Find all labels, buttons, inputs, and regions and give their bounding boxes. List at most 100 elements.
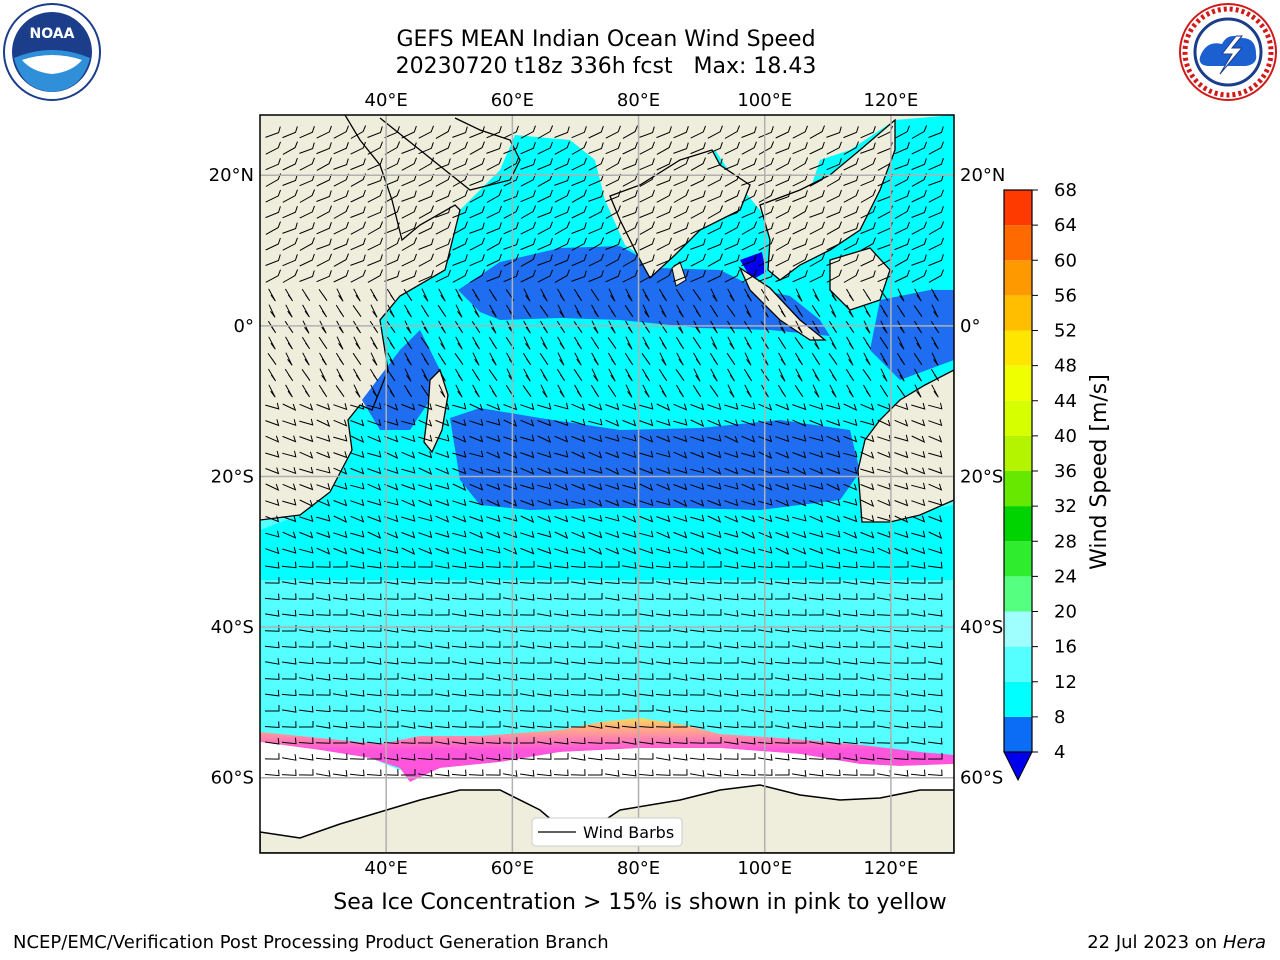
wind-barb xyxy=(860,189,877,203)
wind-barb xyxy=(503,483,518,491)
wind-barb xyxy=(588,547,603,555)
wind-barb xyxy=(639,737,654,745)
wind-barb xyxy=(571,483,586,491)
wind-barb xyxy=(282,189,298,203)
wind-barb xyxy=(604,609,620,616)
wind-barb xyxy=(469,435,484,443)
wind-barb xyxy=(571,673,586,680)
colorbar-tick-label: 32 xyxy=(1054,496,1077,517)
wind-barb xyxy=(537,125,554,139)
wind-barb xyxy=(299,483,314,491)
wind-barb xyxy=(386,336,396,350)
wind-barb xyxy=(911,402,926,410)
wind-barb xyxy=(911,547,926,555)
wind-barb xyxy=(843,450,858,458)
wind-barb xyxy=(778,320,786,334)
wind-barb xyxy=(282,126,298,139)
wind-barb xyxy=(676,352,684,366)
wind-barb xyxy=(744,288,752,302)
wind-barb xyxy=(264,769,280,777)
wind-barb xyxy=(502,689,518,696)
wind-barb xyxy=(418,419,433,427)
wind-barb xyxy=(621,657,637,664)
wind-barb xyxy=(471,288,481,302)
wind-barb xyxy=(299,577,314,585)
wind-barb xyxy=(353,368,361,382)
wind-barb xyxy=(809,190,825,203)
wind-barb xyxy=(267,353,277,365)
wind-barb xyxy=(608,368,616,382)
wind-barb xyxy=(282,531,297,539)
wind-barb xyxy=(622,269,638,283)
wind-barb xyxy=(349,705,365,712)
wind-barb xyxy=(573,336,583,350)
wind-barb xyxy=(333,221,349,235)
wind-barb xyxy=(910,753,926,760)
wind-barb xyxy=(404,304,412,318)
wind-barb xyxy=(828,320,838,334)
wind-barb xyxy=(843,483,858,491)
wind-barb xyxy=(554,206,570,219)
wind-barb xyxy=(690,222,706,235)
wind-barb xyxy=(673,483,688,491)
wind-barb xyxy=(282,498,297,506)
wind-barb xyxy=(554,221,571,235)
wind-barb xyxy=(522,304,532,318)
wind-barb xyxy=(690,419,705,427)
wind-barb xyxy=(438,368,446,382)
wind-barb xyxy=(656,450,671,458)
wind-barb xyxy=(401,142,417,154)
wind-barb xyxy=(554,141,570,155)
wind-barb xyxy=(265,126,281,138)
wind-barb xyxy=(706,657,722,664)
wind-barb xyxy=(469,450,484,458)
wind-barb xyxy=(673,157,689,171)
wind-barb xyxy=(536,593,552,601)
wind-barb xyxy=(383,769,399,776)
wind-barb xyxy=(673,577,688,585)
lon-tick-top: 120°E xyxy=(864,90,919,111)
wind-barb xyxy=(673,499,688,507)
wind-barb xyxy=(353,336,361,350)
wind-barb xyxy=(911,530,926,538)
wind-barb xyxy=(366,769,382,777)
wind-barb xyxy=(656,141,672,155)
wind-barb xyxy=(794,337,804,349)
wind-barb xyxy=(418,721,433,729)
wind-barb xyxy=(571,403,586,411)
wind-barb xyxy=(418,673,433,681)
wind-barb xyxy=(775,466,790,474)
wind-barb xyxy=(655,721,671,728)
wind-barb xyxy=(299,418,314,426)
wind-barb xyxy=(299,157,315,171)
wind-barb xyxy=(638,593,654,601)
wind-barb xyxy=(455,336,463,350)
colorbar-tick-label: 64 xyxy=(1054,215,1077,236)
wind-barb xyxy=(724,482,739,490)
wind-barb xyxy=(557,336,565,350)
wind-barb xyxy=(777,336,787,350)
nws-logo xyxy=(1179,3,1277,101)
wind-barb xyxy=(809,515,824,523)
wind-barb xyxy=(506,320,514,334)
wind-barb xyxy=(605,547,620,555)
wind-barb xyxy=(472,304,480,318)
wind-barb xyxy=(774,737,790,744)
wind-barb xyxy=(775,418,790,426)
wind-barb xyxy=(741,498,756,506)
wind-barb xyxy=(438,288,446,302)
wind-barb xyxy=(537,562,552,569)
wind-barb xyxy=(282,141,298,155)
wind-barb xyxy=(826,467,841,475)
wind-barb xyxy=(675,384,685,398)
wind-barb xyxy=(539,320,549,334)
wind-barb xyxy=(282,419,297,426)
wind-barb xyxy=(690,157,706,171)
wind-barb xyxy=(299,435,314,443)
wind-barb xyxy=(893,577,909,585)
wind-barb xyxy=(724,221,740,235)
wind-barb xyxy=(505,304,515,318)
wind-barb xyxy=(318,384,328,398)
wind-barb xyxy=(403,384,413,398)
wind-barb xyxy=(571,546,586,554)
